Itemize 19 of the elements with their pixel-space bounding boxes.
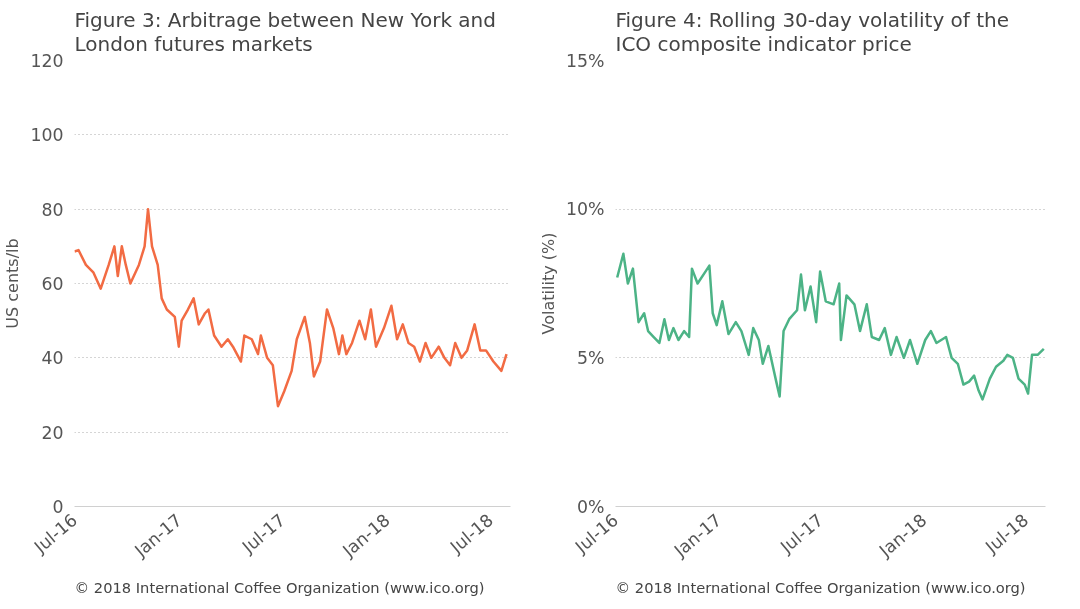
y-tick-label: 5% xyxy=(577,347,605,368)
y-tick-label: 40 xyxy=(41,348,64,369)
text: © 2018 International Coffee Organization (www.ico.org) xyxy=(74,578,485,596)
y-tick-label: 100 xyxy=(30,125,64,146)
y-axis-title: Volatility (%) xyxy=(538,232,558,335)
y-tick-label: 0% xyxy=(577,496,605,517)
line-series xyxy=(615,252,1046,401)
y-axis-title: US cents/lb xyxy=(3,238,23,329)
y-tick-label: 120 xyxy=(30,51,64,71)
y-tick-label: 10% xyxy=(565,199,605,220)
y-tick-label: 0 xyxy=(52,497,64,517)
y-tick-label: 80 xyxy=(41,199,64,220)
y-tick-label: 20 xyxy=(41,422,64,443)
y-tick-label: 60 xyxy=(41,274,64,294)
line-series xyxy=(74,207,508,408)
chart-title: Figure 4: Rolling 30-day volatility of the ICO composite indicator price xyxy=(615,7,1010,56)
chart-title: Figure 3: Arbitrage between New York and London futures markets xyxy=(74,7,496,56)
y-tick-label: 15% xyxy=(565,50,605,71)
text: © 2018 International Coffee Organization (www.ico.org) xyxy=(615,578,1026,596)
